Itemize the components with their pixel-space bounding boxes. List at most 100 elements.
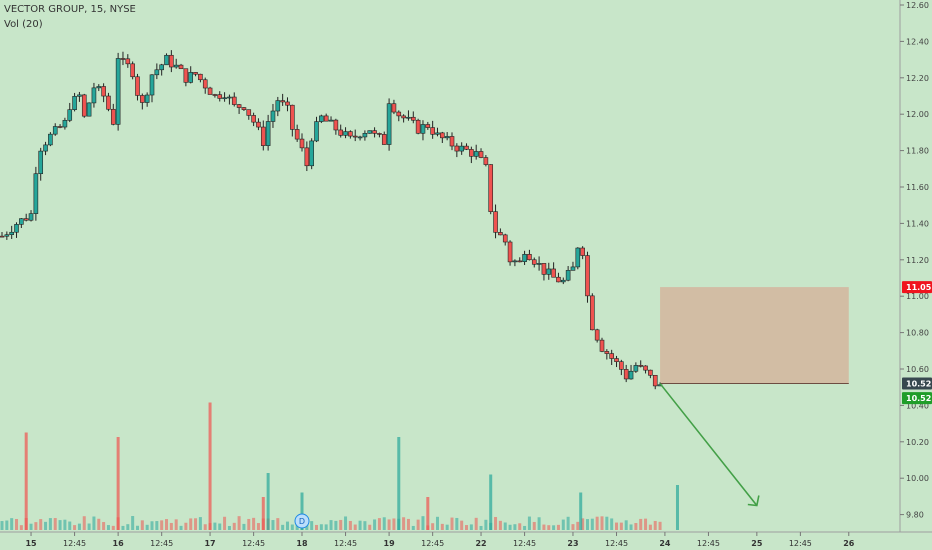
candle-body[interactable]	[483, 157, 489, 165]
candle-body[interactable]	[62, 120, 68, 128]
candle-body[interactable]	[348, 131, 353, 137]
candle-body[interactable]	[333, 119, 339, 131]
candle-body[interactable]	[502, 234, 508, 243]
candle-body[interactable]	[135, 76, 140, 96]
candle-body[interactable]	[652, 374, 658, 387]
candle-body[interactable]	[328, 119, 334, 122]
candle-body[interactable]	[546, 268, 552, 275]
candle-body[interactable]	[299, 138, 305, 149]
candle-body[interactable]	[140, 95, 145, 103]
candle-body[interactable]	[415, 119, 421, 134]
candle-body[interactable]	[406, 116, 411, 119]
candle-body[interactable]	[86, 102, 92, 117]
candle-body[interactable]	[633, 365, 639, 372]
candle-body[interactable]	[256, 121, 261, 128]
candle-body[interactable]	[386, 103, 392, 145]
candle-body[interactable]	[4, 234, 10, 237]
candle-body[interactable]	[207, 87, 213, 95]
candle-body[interactable]	[236, 104, 242, 108]
candle-body[interactable]	[246, 109, 252, 116]
candle-body[interactable]	[488, 164, 494, 212]
candle-body[interactable]	[459, 145, 464, 152]
candle-body[interactable]	[440, 132, 445, 139]
candle-body[interactable]	[149, 74, 155, 96]
candle-body[interactable]	[57, 126, 63, 128]
candle-body[interactable]	[623, 369, 629, 380]
candle-body[interactable]	[188, 72, 194, 83]
candle-body[interactable]	[323, 115, 329, 122]
candle-body[interactable]	[454, 145, 460, 152]
candle-body[interactable]	[628, 370, 634, 380]
candle-body[interactable]	[643, 365, 648, 371]
candle-body[interactable]	[202, 79, 208, 89]
candle-body[interactable]	[536, 263, 542, 265]
candle-body[interactable]	[464, 145, 469, 150]
candle-body[interactable]	[48, 133, 53, 146]
candle-body[interactable]	[469, 149, 474, 157]
candle-body[interactable]	[115, 58, 121, 125]
candle-body[interactable]	[357, 136, 363, 139]
candle-body[interactable]	[362, 133, 368, 138]
candle-body[interactable]	[556, 276, 561, 283]
candle-body[interactable]	[19, 218, 24, 225]
candle-body[interactable]	[227, 96, 232, 99]
candle-body[interactable]	[28, 213, 34, 221]
candle-body[interactable]	[420, 124, 426, 134]
candle-body[interactable]	[604, 351, 610, 354]
price-axis-panel[interactable]	[900, 0, 932, 550]
candle-body[interactable]	[67, 109, 73, 121]
candle-body[interactable]	[212, 94, 218, 96]
candle-body[interactable]	[275, 100, 281, 112]
candle-body[interactable]	[0, 235, 5, 238]
candle-body[interactable]	[648, 369, 653, 376]
candle-body[interactable]	[164, 54, 169, 66]
candle-body[interactable]	[575, 247, 581, 268]
candle-body[interactable]	[512, 260, 518, 263]
candle-body[interactable]	[77, 94, 82, 97]
candle-body[interactable]	[478, 151, 484, 158]
candle-body[interactable]	[343, 131, 348, 136]
candle-body[interactable]	[551, 268, 556, 278]
candle-body[interactable]	[198, 73, 203, 81]
candle-body[interactable]	[522, 254, 527, 262]
candle-body[interactable]	[507, 241, 513, 263]
dividend-marker-icon[interactable]	[294, 513, 310, 529]
candle-body[interactable]	[265, 121, 271, 146]
candle-body[interactable]	[270, 110, 276, 122]
candle-body[interactable]	[130, 63, 135, 78]
candle-body[interactable]	[430, 127, 435, 135]
candle-body[interactable]	[222, 97, 227, 100]
candle-body[interactable]	[290, 104, 295, 130]
volume-indicator-label[interactable]: Vol (20)	[4, 19, 43, 30]
projection-arrow-line[interactable]	[659, 383, 758, 506]
candle-body[interactable]	[401, 115, 406, 119]
candle-body[interactable]	[391, 103, 397, 113]
candle-body[interactable]	[381, 134, 387, 145]
candle-body[interactable]	[183, 68, 189, 83]
candle-body[interactable]	[125, 58, 131, 65]
candle-body[interactable]	[594, 329, 600, 341]
candle-body[interactable]	[169, 54, 174, 68]
candle-body[interactable]	[23, 218, 29, 221]
candle-body[interactable]	[580, 247, 585, 256]
candle-body[interactable]	[241, 107, 247, 110]
candle-body[interactable]	[96, 86, 102, 89]
candle-body[interactable]	[473, 151, 479, 157]
candle-body[interactable]	[14, 224, 19, 233]
candle-body[interactable]	[425, 124, 431, 128]
candle-body[interactable]	[173, 64, 179, 68]
candle-body[interactable]	[91, 87, 97, 104]
candle-body[interactable]	[541, 263, 547, 275]
candle-body[interactable]	[493, 211, 498, 233]
candle-body[interactable]	[260, 126, 266, 146]
candle-body[interactable]	[367, 130, 373, 134]
candle-body[interactable]	[352, 135, 358, 138]
candle-body[interactable]	[527, 254, 532, 261]
candle-body[interactable]	[498, 232, 503, 236]
candle-body[interactable]	[377, 133, 382, 135]
candle-body[interactable]	[251, 115, 256, 123]
candle-body[interactable]	[590, 295, 595, 331]
candle-body[interactable]	[154, 69, 160, 76]
candle-body[interactable]	[9, 231, 14, 235]
